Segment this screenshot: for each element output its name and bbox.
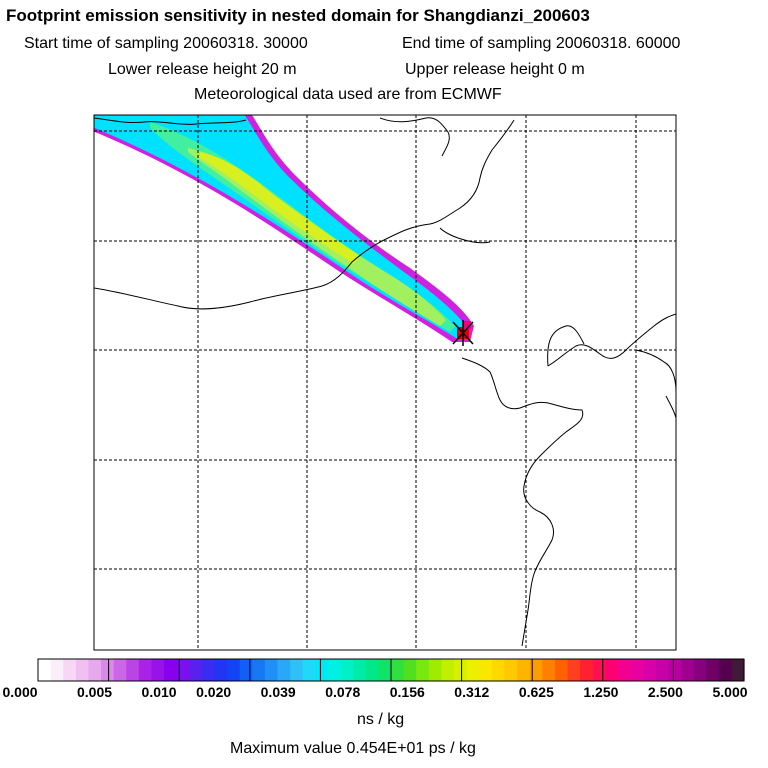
- coastline: [94, 119, 515, 310]
- colorbar-tick-label: 0.010: [141, 684, 177, 700]
- coastline: [547, 313, 676, 367]
- colorbar-swatch: [189, 659, 203, 681]
- colorbar-unit: ns / kg: [357, 711, 405, 728]
- colorbar-tick-label: 1.250: [583, 684, 619, 700]
- colorbar-swatch: [302, 659, 316, 681]
- start-time-label: Start time of sampling 20060318. 30000: [24, 35, 308, 52]
- colorbar-swatch: [151, 659, 165, 681]
- upper-release-label: Upper release height 0 m: [405, 61, 585, 78]
- colorbar-swatch: [630, 659, 644, 681]
- colorbar-swatch: [101, 659, 115, 681]
- colorbar-tick-label: 5.000: [712, 684, 748, 700]
- colorbar-swatch: [529, 659, 543, 681]
- coastline: [665, 395, 676, 419]
- coastline: [379, 117, 450, 157]
- colorbar-swatch: [277, 659, 291, 681]
- colorbar-swatch: [605, 659, 619, 681]
- colorbar-tick-label: 0.625: [518, 684, 554, 700]
- lower-release-label: Lower release height 20 m: [108, 61, 297, 78]
- colorbar-tick-label: 2.500: [647, 684, 683, 700]
- colorbar-swatch: [655, 659, 669, 681]
- colorbar-swatch: [63, 659, 77, 681]
- colorbar-swatch: [441, 659, 455, 681]
- colorbar-swatch: [38, 659, 52, 681]
- colorbar-swatch: [617, 659, 632, 681]
- plume-core: [200, 152, 360, 264]
- map-frame: [93, 114, 677, 651]
- receptor-cell: [463, 321, 471, 329]
- colorbar-swatch: [164, 659, 178, 681]
- colorbar-swatch: [693, 659, 707, 681]
- colorbar-swatch: [290, 659, 304, 681]
- colorbar-swatch: [643, 659, 657, 681]
- colorbar-swatch: [567, 659, 581, 681]
- colorbar-swatch: [252, 659, 266, 681]
- colorbar-tick-label: 0.156: [389, 684, 425, 700]
- colorbar-swatch: [264, 659, 279, 681]
- colorbar-swatch: [365, 659, 379, 681]
- colorbar-tick-label: 0.078: [325, 684, 361, 700]
- colorbar-swatch: [668, 659, 682, 681]
- colorbar-swatch: [378, 659, 392, 681]
- colorbar-swatch: [113, 659, 127, 681]
- colorbar-swatch: [466, 659, 480, 681]
- colorbar-swatch: [592, 659, 606, 681]
- colorbar-swatch: [201, 659, 216, 681]
- colorbar-swatch: [517, 659, 531, 681]
- colorbar-swatch: [391, 659, 405, 681]
- colorbar-swatch: [126, 659, 140, 681]
- colorbar-swatch: [227, 659, 241, 681]
- colorbar-swatch: [554, 659, 569, 681]
- coastline: [547, 325, 585, 367]
- coastline: [461, 357, 584, 647]
- colorbar-swatch: [75, 659, 90, 681]
- coastline: [439, 227, 491, 244]
- colorbar-swatch: [491, 659, 506, 681]
- colorbar-swatch: [340, 659, 354, 681]
- colorbar-swatch: [731, 659, 745, 681]
- coastline: [635, 349, 676, 393]
- colorbar-swatch: [353, 659, 367, 681]
- page-title: Footprint emission sensitivity in nested…: [6, 6, 590, 25]
- colorbar-swatch: [315, 659, 329, 681]
- colorbar-swatch: [403, 659, 417, 681]
- colorbar-swatch: [542, 659, 556, 681]
- colorbar-swatch: [239, 659, 253, 681]
- end-time-label: End time of sampling 20060318. 60000: [402, 35, 681, 52]
- colorbar-swatch: [454, 659, 468, 681]
- colorbar-swatch: [327, 659, 342, 681]
- coastline: [94, 117, 247, 125]
- map-background: [94, 115, 676, 650]
- colorbar-swatch: [50, 659, 64, 681]
- colorbar-swatch: [88, 659, 102, 681]
- colorbar-tick-label: 0.020: [196, 684, 232, 700]
- colorbar-swatch: [706, 659, 720, 681]
- colorbar-swatch: [504, 659, 518, 681]
- colorbar-swatch: [479, 659, 493, 681]
- colorbar-tick-label: 0.312: [454, 684, 490, 700]
- colorbar-swatch: [214, 659, 228, 681]
- receptor-marker: [452, 320, 474, 346]
- colorbar-swatch: [416, 659, 430, 681]
- colorbar-swatch: [176, 659, 190, 681]
- colorbar-swatch: [718, 659, 732, 681]
- colorbar-swatch: [428, 659, 443, 681]
- colorbar-tick-label: 0.005: [77, 684, 113, 700]
- colorbar-swatch: [138, 659, 153, 681]
- colorbar-tick-label: 0.039: [260, 684, 296, 700]
- met-data-label: Meteorological data used are from ECMWF: [194, 86, 502, 103]
- max-value-label: Maximum value 0.454E+01 ps / kg: [230, 740, 476, 757]
- colorbar-swatch: [580, 659, 594, 681]
- colorbar-tick-label: 0.000: [2, 684, 38, 700]
- colorbar-swatch: [680, 659, 695, 681]
